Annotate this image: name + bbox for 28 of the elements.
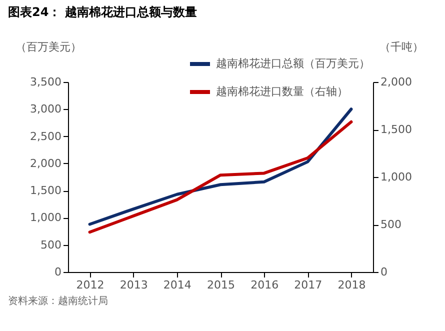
y2-tick-label: 0 xyxy=(380,266,388,278)
y2-tick-label: 500 xyxy=(380,218,402,231)
y-tick-label: 2,000 xyxy=(30,156,62,170)
x-tick-label: 2016 xyxy=(250,278,279,292)
y-tick-label: 0 xyxy=(54,266,62,278)
y-tick-label: 3,500 xyxy=(30,76,62,88)
y-axis-title: （百万美元） xyxy=(16,40,82,54)
line-series xyxy=(88,120,353,234)
y-tick-label: 3,000 xyxy=(30,102,62,116)
x-tick-label: 2017 xyxy=(294,278,322,292)
y-tick-label: 1,500 xyxy=(30,184,62,198)
x-tick-label: 2015 xyxy=(207,278,235,292)
x-tick-label: 2018 xyxy=(338,278,366,292)
x-tick-label: 2014 xyxy=(163,278,192,292)
y-tick-label: 1,000 xyxy=(30,211,62,224)
y2-axis-title: （千吨） xyxy=(380,40,424,54)
y2-tick-label: 1,000 xyxy=(380,170,412,184)
x-tick-label: 2012 xyxy=(76,278,104,292)
y2-tick-label: 2,000 xyxy=(380,76,412,88)
line-series xyxy=(88,108,353,226)
text: 资料来源：越南统计局 xyxy=(8,294,109,308)
x-tick-label: 2013 xyxy=(120,278,148,292)
chart-title: 图表24： 越南棉花进口总额与数量 xyxy=(8,5,197,19)
legend-label: 越南棉花进口总额（百万美元） xyxy=(216,57,370,70)
y2-tick-label: 1,500 xyxy=(380,123,412,136)
y-tick-label: 2,500 xyxy=(30,130,62,143)
y-tick-label: 500 xyxy=(40,238,62,252)
legend-label: 越南棉花进口数量（右轴） xyxy=(216,85,348,98)
